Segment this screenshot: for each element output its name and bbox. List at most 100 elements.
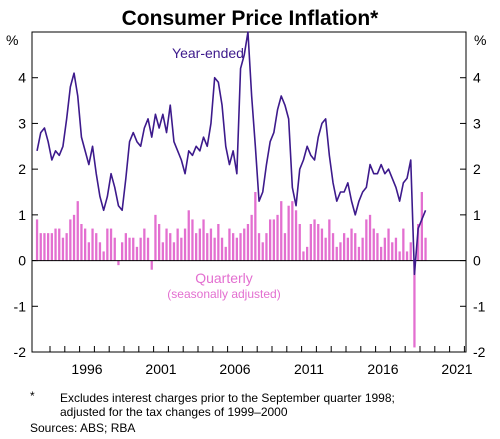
y-tick-label-left: 2	[18, 161, 26, 177]
quarterly-bar	[243, 228, 246, 261]
y-tick-label-left: 0	[18, 253, 26, 269]
y-axis-right: 4 3 2 1 0 -1 -2	[460, 70, 486, 360]
y-tick-label-right: 4	[473, 70, 481, 86]
quarterly-bar	[35, 219, 39, 261]
quarterly-bar	[217, 224, 220, 261]
quarterly-bar	[424, 237, 427, 261]
quarterly-bar	[317, 224, 320, 261]
x-axis: 1996 2001 2006 2011 2016 2021	[49, 346, 473, 377]
quarterly-bar	[254, 192, 257, 261]
sources: Sources: ABS; RBA	[30, 421, 136, 435]
quarterly-bar	[95, 233, 98, 261]
quarterly-bar	[339, 242, 342, 261]
quarterly-bar	[409, 242, 412, 261]
x-tick-label: 1996	[71, 361, 102, 377]
year-ended-line	[36, 31, 427, 276]
y-tick-label-left: 4	[18, 70, 26, 86]
quarterly-bar	[269, 219, 272, 261]
y-tick-label-right: 3	[473, 115, 481, 131]
quarterly-bar	[391, 242, 394, 261]
quarterly-bar	[394, 237, 398, 261]
quarterly-bar	[72, 214, 76, 261]
quarterly-bar	[209, 228, 213, 261]
quarterly-bar	[117, 260, 120, 266]
y-tick-label-right: 1	[473, 207, 481, 223]
quarterly-bar	[276, 214, 279, 261]
x-tick-label: 2016	[367, 361, 398, 377]
quarterly-bar	[91, 228, 94, 261]
quarterly-bar	[183, 228, 187, 261]
x-tick-label: 2001	[145, 361, 176, 377]
quarterly-bar	[150, 260, 153, 270]
quarterly-bar	[121, 242, 124, 261]
quarterly-bar	[154, 214, 157, 261]
quarterly-bar	[413, 260, 416, 348]
quarterly-bar	[257, 233, 261, 261]
quarterly-bar	[398, 251, 401, 261]
y-unit-left: %	[6, 32, 18, 48]
x-tick-label: 2011	[294, 361, 324, 377]
quarterly-bar	[346, 237, 349, 261]
quarterly-bar	[113, 237, 116, 261]
quarterly-bar	[76, 201, 79, 261]
quarterly-bar	[169, 233, 172, 261]
quarterly-bar	[350, 228, 353, 261]
quarterly-bar	[65, 233, 68, 261]
y-tick-label-left: -2	[14, 344, 27, 360]
y-tick-label-left: 3	[18, 115, 26, 131]
quarterly-bar	[405, 251, 409, 261]
quarterly-bar	[272, 219, 275, 261]
quarterly-bar	[417, 224, 420, 261]
quarterly-label-note: (seasonally adjusted)	[167, 287, 280, 301]
quarterly-bars	[35, 192, 427, 348]
quarterly-bar	[165, 228, 168, 261]
quarterly-bar	[69, 219, 72, 261]
quarterly-bar	[402, 228, 405, 261]
quarterly-bar	[354, 233, 357, 261]
quarterly-bar	[50, 233, 53, 261]
footnote-line-2: adjusted for the tax changes of 1999–200…	[60, 405, 288, 419]
quarterly-bar	[202, 219, 205, 261]
quarterly-bar	[80, 224, 83, 261]
quarterly-bar	[58, 228, 61, 261]
y-tick-label-right: -2	[473, 344, 486, 360]
quarterly-bar	[250, 214, 253, 261]
quarterly-bar	[191, 219, 194, 261]
quarterly-bar	[265, 233, 268, 261]
quarterly-bar	[224, 246, 227, 261]
quarterly-bar	[87, 242, 90, 261]
footnote-line-1: Excludes interest charges prior to the S…	[60, 391, 395, 405]
quarterly-bar	[331, 233, 335, 261]
quarterly-bar	[187, 210, 190, 261]
y-tick-label-right: 0	[473, 253, 481, 269]
quarterly-bar	[309, 224, 312, 261]
y-axis-left: 4 3 2 1 0 -1 -2	[14, 70, 38, 360]
quarterly-bar	[376, 233, 379, 261]
quarterly-bar	[324, 237, 327, 261]
quarterly-bar	[383, 237, 386, 261]
quarterly-bar	[213, 237, 216, 261]
quarterly-bar	[302, 251, 305, 261]
quarterly-bar	[124, 233, 127, 261]
quarterly-bar	[128, 237, 131, 261]
y-tick-label-left: 1	[18, 207, 26, 223]
quarterly-bar	[54, 228, 57, 261]
quarterly-bar	[261, 242, 264, 261]
y-tick-label-right: 2	[473, 161, 481, 177]
quarterly-bar	[320, 228, 324, 261]
quarterly-bar	[135, 246, 139, 261]
y-unit-right: %	[474, 32, 486, 48]
quarterly-bar	[239, 233, 242, 261]
quarterly-bar	[47, 233, 50, 261]
quarterly-bar	[84, 228, 87, 261]
quarterly-bar	[380, 246, 383, 261]
x-tick-label: 2021	[441, 361, 472, 377]
quarterly-bar	[176, 228, 179, 261]
quarterly-bar	[232, 233, 235, 261]
quarterly-bar	[357, 246, 361, 261]
quarterly-bar	[387, 228, 390, 261]
quarterly-bar	[132, 237, 135, 261]
y-tick-label-left: -1	[14, 298, 27, 314]
quarterly-bar	[283, 233, 287, 261]
quarterly-bar	[365, 219, 368, 261]
